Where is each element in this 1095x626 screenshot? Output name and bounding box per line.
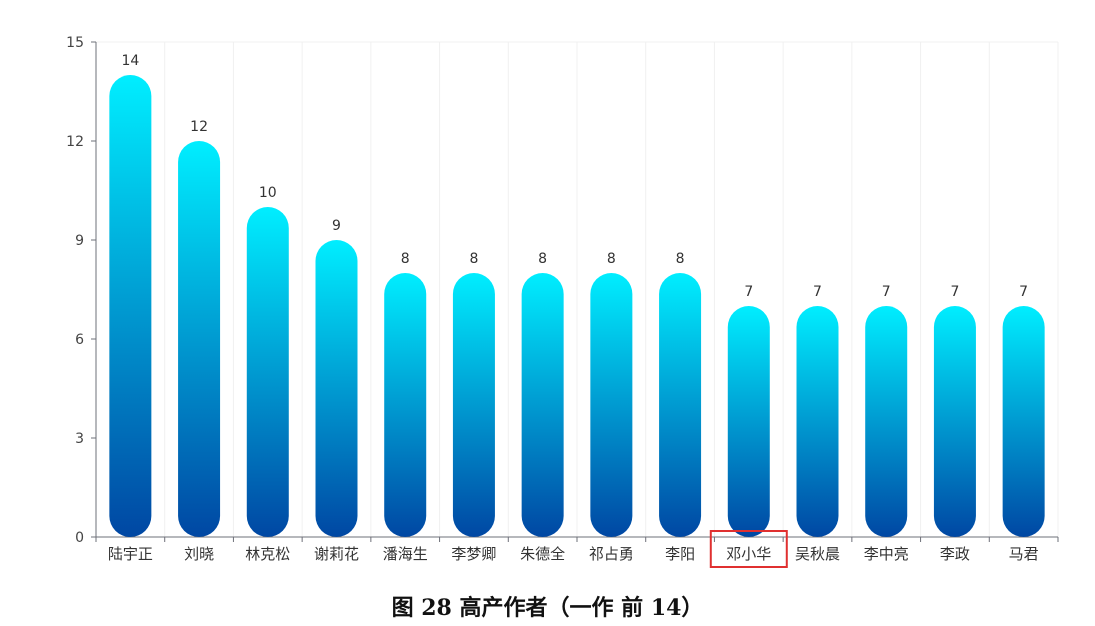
data-label: 8	[469, 251, 478, 267]
data-label: 12	[190, 119, 208, 135]
x-tick-label: 祁占勇	[589, 545, 634, 563]
x-tick-label: 潘海生	[383, 545, 428, 563]
data-label: 10	[259, 185, 277, 201]
data-label: 7	[882, 284, 891, 300]
chart-bars	[109, 75, 1045, 537]
bar	[659, 273, 702, 537]
y-tick-label: 9	[75, 233, 84, 249]
bar	[865, 306, 908, 537]
x-tick-label: 李梦卿	[451, 545, 496, 563]
data-label: 8	[676, 251, 685, 267]
y-tick-label: 15	[66, 35, 84, 51]
bar	[590, 273, 633, 537]
y-tick-label: 6	[75, 332, 84, 348]
chart-labels: 14 陆宇正 12 刘晓 10 林克松 9 谢莉花 8 潘海生 8 李梦卿 8 朱德全 8 祁占勇 8 李阳 7 邓小…	[108, 53, 1039, 568]
bar	[727, 306, 770, 537]
x-tick-label: 朱德全	[520, 545, 565, 563]
data-label: 7	[744, 284, 753, 300]
bar	[384, 273, 427, 537]
bar	[521, 273, 564, 537]
x-tick-label: 刘晓	[184, 545, 214, 563]
x-tick-label: 李中亮	[864, 545, 909, 563]
highlight-box	[709, 530, 788, 568]
chart-grid	[95, 41, 1059, 537]
bar	[315, 240, 358, 537]
data-label: 8	[538, 251, 547, 267]
x-tick-label: 马君	[1009, 545, 1039, 563]
data-label: 8	[401, 251, 410, 267]
bar-chart: 0 3 6 9 12 15 14 陆宇正 12 刘晓 10 林克松 9 谢莉花 8 潘海生 8 李梦卿 8 朱德全 8…	[66, 35, 1059, 568]
bar	[796, 306, 839, 537]
bar	[246, 207, 289, 537]
bar	[178, 141, 221, 537]
x-tick-label: 邓小华	[726, 545, 771, 563]
x-tick-label: 吴秋晨	[795, 545, 840, 563]
data-label: 7	[1019, 284, 1028, 300]
data-label: 14	[121, 53, 139, 69]
y-tick-label: 12	[66, 134, 84, 150]
chart-axes: 0 3 6 9 12 15	[66, 35, 1059, 546]
bar	[933, 306, 976, 537]
x-tick-label: 李政	[940, 545, 970, 563]
x-tick-label: 李阳	[665, 545, 695, 563]
data-label: 8	[607, 251, 616, 267]
x-tick-label: 谢莉花	[314, 545, 359, 563]
data-label: 7	[813, 284, 822, 300]
data-label: 9	[332, 218, 341, 234]
x-tick-label: 林克松	[245, 545, 290, 563]
y-tick-label: 3	[75, 431, 84, 447]
data-label: 7	[950, 284, 959, 300]
bar	[1002, 306, 1045, 537]
bar	[452, 273, 495, 537]
y-tick-label: 0	[75, 530, 84, 546]
x-tick-label: 陆宇正	[108, 545, 153, 563]
figure-caption: 图 28 高产作者（一作 前 14）	[391, 595, 704, 621]
bar	[109, 75, 152, 537]
